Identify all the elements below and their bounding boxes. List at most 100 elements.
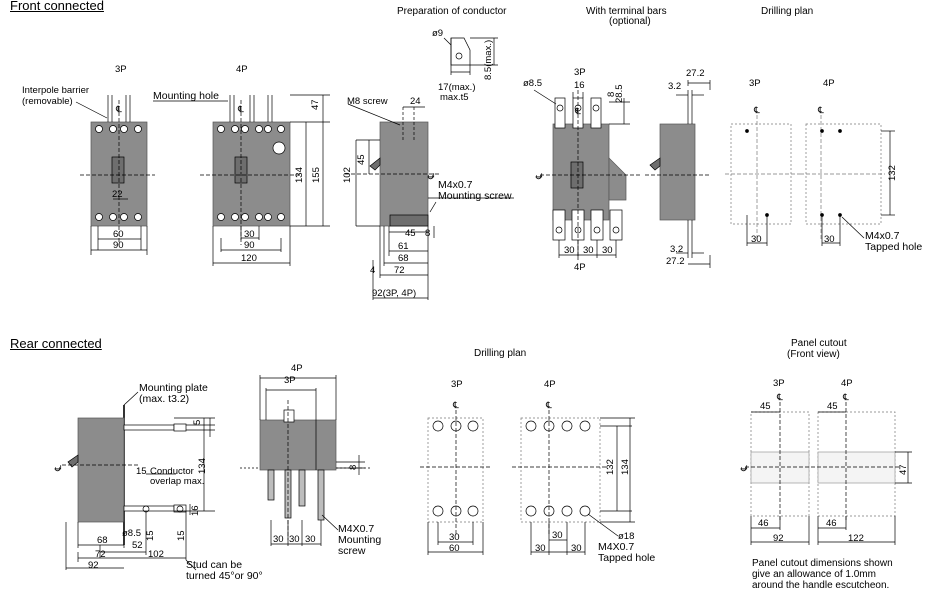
dim-102: 102	[342, 167, 353, 183]
label-4p: 4P	[236, 64, 248, 75]
centerline-mark: ℄	[115, 104, 122, 114]
centerline-mark: ℄	[53, 465, 63, 472]
drill-tapped-hole-label: Tapped hole	[865, 241, 923, 253]
conductor-overlap-max: overlap max.	[150, 476, 205, 487]
drill-rear-dim-30-right: 30	[571, 543, 582, 554]
drilling-plan-rear-title: Drilling plan	[474, 348, 527, 359]
interpole-barrier-label: Interpole barrier	[22, 85, 90, 96]
rear-back-dim-8: 8	[348, 464, 359, 470]
panel-cutout	[745, 402, 912, 545]
drill-dim-30-3p: 30	[751, 234, 762, 245]
dim-90-3p: 90	[113, 240, 124, 251]
conductor-overlap-label: Conductor	[150, 466, 194, 477]
label-3p: 3P	[115, 64, 127, 75]
dim-22: 22	[112, 189, 123, 200]
breaker-3p-front	[75, 95, 155, 255]
label-4p-terminal: 4P	[574, 262, 586, 273]
drill-rear-dim-30-left: 30	[535, 543, 546, 554]
interpole-barrier-label-2: (removable)	[22, 96, 73, 107]
rear-screw-label: screw	[338, 545, 366, 557]
panel-cutout-subtitle: (Front view)	[787, 349, 840, 360]
breaker-4p-front	[153, 94, 330, 266]
rear-mounting-label: Mounting	[338, 534, 382, 546]
terminal-bars-subtitle: (optional)	[609, 16, 651, 27]
dim-3-2-top: 3.2	[668, 81, 682, 92]
drill-label-3p: 3P	[749, 78, 761, 89]
panel-dim-46-4p: 46	[826, 518, 837, 529]
dim-28-5: 28.5	[614, 84, 625, 104]
centerline-mark: ℄	[574, 106, 581, 116]
centerline-mark: ℄	[776, 392, 783, 402]
rear-label-3p: 3P	[284, 375, 296, 386]
rear-back-dim-30-b: 30	[289, 534, 300, 545]
drilling-plan-front-title: Drilling plan	[761, 6, 814, 17]
rear-dim-102: 102	[148, 549, 164, 560]
dim-90-4p: 90	[244, 240, 255, 251]
dim-30-c: 30	[602, 245, 613, 256]
dim-30-b: 30	[583, 245, 594, 256]
panel-cutout-title: Panel cutout	[791, 338, 847, 349]
drill-rear-dim-30-mid: 30	[552, 530, 563, 541]
dim-92-3p-4p: 92(3P, 4P)	[372, 288, 417, 299]
centerline-mark: ℄	[237, 104, 244, 114]
dim-d9: ø9	[432, 28, 444, 39]
drill-m4-label: M4x0.7	[865, 230, 900, 242]
rear-dim-92: 92	[88, 560, 99, 571]
rear-dim-52: 52	[132, 540, 143, 551]
centerline-mark: ℄	[545, 400, 552, 410]
drill-label-4p: 4P	[823, 78, 835, 89]
dim-d8-5: ø8.5	[523, 78, 543, 89]
breaker-terminal-bars	[533, 89, 640, 260]
rear-dim-68: 68	[97, 535, 108, 546]
dim-17-max: 17(max.)	[438, 82, 476, 93]
dim-27-2-top: 27.2	[686, 68, 705, 79]
breaker-rear-back	[240, 375, 370, 546]
drill-rear-tapped-label: Tapped hole	[598, 552, 656, 564]
centerline-mark: ℄	[817, 105, 824, 115]
label-3p-terminal: 3P	[574, 67, 586, 78]
centerline-mark: ℄	[426, 173, 436, 180]
centerline-mark: ℄	[534, 173, 544, 180]
breaker-terminal-side	[645, 80, 711, 268]
dim-47: 47	[310, 99, 321, 110]
m8-screw-label: M8 screw	[347, 96, 388, 107]
m4-screw-label: M4x0.7	[438, 179, 473, 191]
rear-dim-5: 5	[192, 419, 203, 425]
rear-back-dim-30-c: 30	[305, 534, 316, 545]
drill-rear-dim-30: 30	[449, 532, 460, 543]
panel-dim-47: 47	[898, 464, 909, 475]
rear-dim-15-c: 15	[176, 530, 187, 541]
rear-dim-15-overlap: 15	[136, 466, 147, 477]
stud-turn-angle: turned 45°or 90°	[186, 570, 263, 582]
dim-16: 16	[574, 80, 585, 91]
dim-24: 24	[410, 96, 421, 107]
drill-rear-dim-d18: ø18	[618, 531, 635, 542]
stud-turn-label: Stud can be	[186, 559, 243, 571]
rear-dim-16: 16	[190, 505, 201, 516]
panel-note-line-3: around the handle escutcheon.	[752, 580, 890, 591]
dim-45: 45	[405, 228, 416, 239]
dim-155: 155	[311, 167, 322, 183]
centerline-mark: ℄	[739, 465, 749, 472]
dim-3-2-bottom: 3.2	[670, 244, 684, 255]
breaker-side-front	[345, 103, 514, 300]
panel-dim-45-4p: 45	[827, 401, 838, 412]
rear-dim-72: 72	[95, 549, 106, 560]
panel-dim-45-3p: 45	[760, 401, 771, 412]
dim-27-2-bottom: 27.2	[666, 256, 685, 267]
dim-8-5-max: 8.5(max.)	[483, 39, 494, 80]
dim-8: 8	[425, 228, 431, 239]
drill-rear-label-4p: 4P	[544, 379, 556, 390]
drill-rear-dim-132: 132	[605, 459, 616, 475]
panel-dim-122: 122	[848, 533, 864, 544]
rear-dim-d8-5: ø8.5	[122, 528, 142, 539]
mounting-hole-label: Mounting hole	[153, 90, 219, 102]
drilling-plan-front-holes	[745, 129, 842, 217]
dim-61: 61	[398, 241, 409, 252]
dim-45-vertical: 45	[356, 154, 367, 165]
panel-note-line-2: give an allowance of 1.0mm	[752, 569, 876, 580]
drill-rear-label-3p: 3P	[451, 379, 463, 390]
mounting-screw-label: Mounting screw	[438, 190, 512, 202]
